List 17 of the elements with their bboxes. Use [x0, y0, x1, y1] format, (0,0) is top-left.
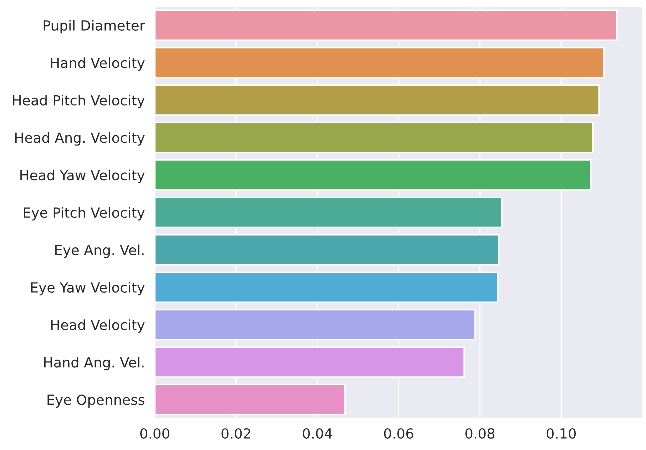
x-tick-label: 0.04	[303, 428, 332, 439]
y-tick-label: Head Yaw Velocity	[20, 170, 145, 184]
y-tick-label: Head Ang. Velocity	[16, 132, 145, 146]
x-tick-label: 0.10	[546, 428, 576, 439]
x-tick-label: 0.00	[140, 428, 170, 439]
y-tick-label: Head Pitch Velocity	[13, 95, 145, 108]
y-tick-label: Eye Yaw Velocity	[31, 282, 145, 296]
y-tick-label: Pupil Diameter	[44, 20, 146, 34]
x-tick-label: 0.08	[466, 428, 495, 439]
y-tick-label: Eye Ang. Vel.	[56, 244, 144, 258]
x-tick-label: 0.02	[222, 428, 250, 439]
y-tick-label: Hand Ang. Vel.	[44, 357, 144, 371]
y-tick-label: Eye Pitch Velocity	[24, 207, 145, 221]
x-tick-label: 0.06	[384, 428, 414, 439]
y-tick-label: Eye Openness	[48, 394, 145, 408]
y-tick-label: Head Velocity	[51, 320, 145, 334]
y-tick-label: Hand Velocity	[51, 58, 145, 72]
